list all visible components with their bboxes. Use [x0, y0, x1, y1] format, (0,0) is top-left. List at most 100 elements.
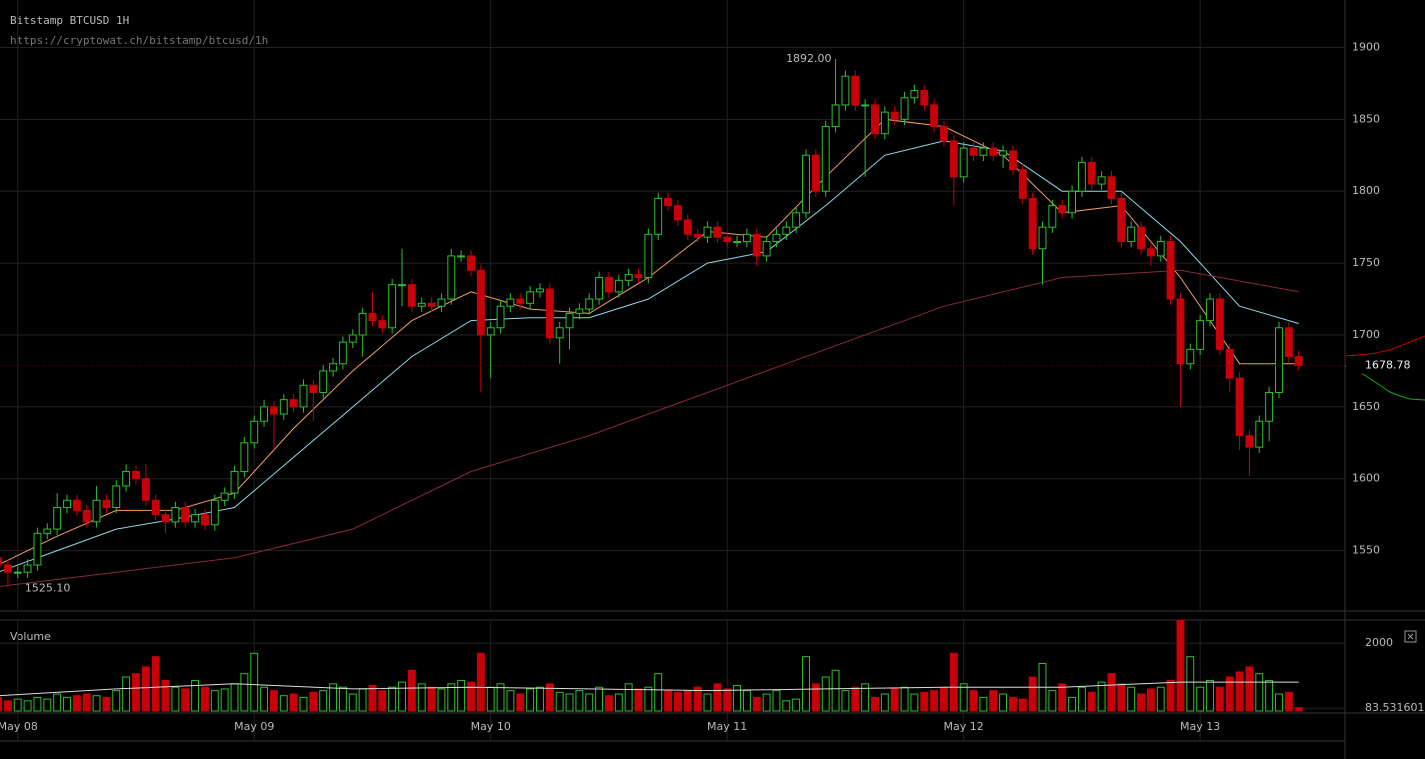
volume-bar: [368, 685, 377, 712]
candle-body: [723, 236, 732, 243]
volume-bar: [683, 690, 692, 712]
candle-body: [1028, 197, 1037, 250]
candle-body: [604, 276, 613, 293]
candle-body: [348, 334, 357, 343]
candle-body: [831, 104, 840, 128]
candle-body: [92, 499, 101, 523]
volume-bar: [92, 695, 101, 712]
volume-bar: [1166, 679, 1175, 712]
candle-body: [151, 499, 160, 516]
candle-body: [782, 226, 791, 235]
candle-body: [575, 308, 584, 314]
volume-bar: [1127, 686, 1136, 712]
candle-body: [210, 499, 219, 526]
candle-body: [467, 255, 475, 271]
volume-bar: [358, 688, 367, 712]
candle-body: [1166, 241, 1175, 300]
close-icon[interactable]: [1407, 633, 1414, 640]
volume-bar: [624, 683, 633, 712]
close-button[interactable]: [1404, 630, 1417, 643]
volume-bar: [496, 683, 505, 712]
volume-bar: [102, 696, 111, 712]
candle-body: [368, 312, 377, 322]
candle-body: [1196, 320, 1205, 350]
volume-bar: [457, 679, 466, 712]
candle-body: [742, 233, 751, 243]
volume-bar: [378, 690, 387, 712]
volume-bar: [595, 686, 604, 712]
candle-body: [890, 111, 899, 120]
x-tick-label: May 10: [471, 720, 511, 733]
moving-average: [0, 269, 1299, 587]
volume-bar: [585, 693, 594, 712]
volume-bar: [526, 688, 535, 712]
volume-bar: [792, 698, 801, 712]
volume-bar: [1275, 693, 1283, 712]
volume-bar: [279, 695, 288, 712]
candle-body: [1265, 391, 1274, 422]
volume-bar: [1235, 671, 1244, 712]
candle-body: [43, 528, 52, 534]
volume-bar: [959, 683, 968, 712]
candle-body: [821, 126, 830, 192]
candle-body: [1156, 241, 1165, 257]
last-price-box: [1346, 357, 1425, 374]
volume-bar: [1018, 698, 1027, 712]
candle-body: [871, 104, 879, 135]
volume-bar: [122, 676, 131, 712]
candle-body: [1107, 176, 1116, 199]
volume-bar: [575, 690, 584, 712]
volume-bar: [388, 686, 397, 712]
volume-bar: [880, 693, 889, 712]
candle-body: [595, 276, 604, 300]
candle-body: [1077, 161, 1086, 192]
volume-bar: [1176, 619, 1185, 712]
candle-body: [920, 90, 929, 106]
candle-body: [713, 226, 722, 238]
candle-body: [545, 288, 554, 339]
candle-body: [486, 327, 495, 336]
candle-body: [1146, 248, 1155, 257]
volume-bar: [910, 693, 919, 712]
volume-bar: [802, 656, 810, 712]
volume-bar: [447, 683, 456, 712]
volume-bar: [250, 652, 259, 712]
volume-bar: [132, 673, 140, 712]
candle-body: [358, 312, 367, 336]
candle-body: [959, 147, 968, 178]
volume-bar: [1137, 693, 1145, 712]
volume-tick-label: 2000: [1365, 636, 1393, 649]
volume-bar: [112, 690, 121, 712]
candle-body: [880, 111, 889, 135]
volume-bar: [900, 686, 909, 712]
candle-body: [762, 241, 771, 257]
candle-body: [949, 140, 958, 178]
candle-body: [260, 406, 269, 422]
candle-body: [289, 399, 298, 408]
volume-bar: [1107, 673, 1116, 712]
volume-bar: [1028, 676, 1037, 712]
volume-bar: [33, 696, 42, 712]
volume-bar: [890, 688, 899, 712]
candle-body: [72, 499, 81, 511]
volume-bar: [1215, 686, 1224, 712]
candle-body: [811, 154, 820, 192]
volume-bar: [171, 686, 180, 712]
candle-body: [841, 75, 850, 106]
volume-bar: [536, 686, 544, 712]
candle-body: [279, 399, 288, 415]
volume-bar: [220, 688, 229, 712]
volume-bar: [555, 691, 564, 712]
volume-bar: [1117, 683, 1126, 712]
candle-body: [1087, 161, 1096, 185]
volume-bar: [1008, 696, 1017, 712]
volume-bar: [565, 693, 574, 712]
volume-bar: [13, 698, 22, 712]
y-tick-label: 1700: [1352, 328, 1380, 341]
volume-bar: [260, 686, 269, 712]
volume-bar: [1146, 688, 1155, 712]
candle-body: [132, 471, 140, 480]
candle-body: [900, 97, 909, 120]
